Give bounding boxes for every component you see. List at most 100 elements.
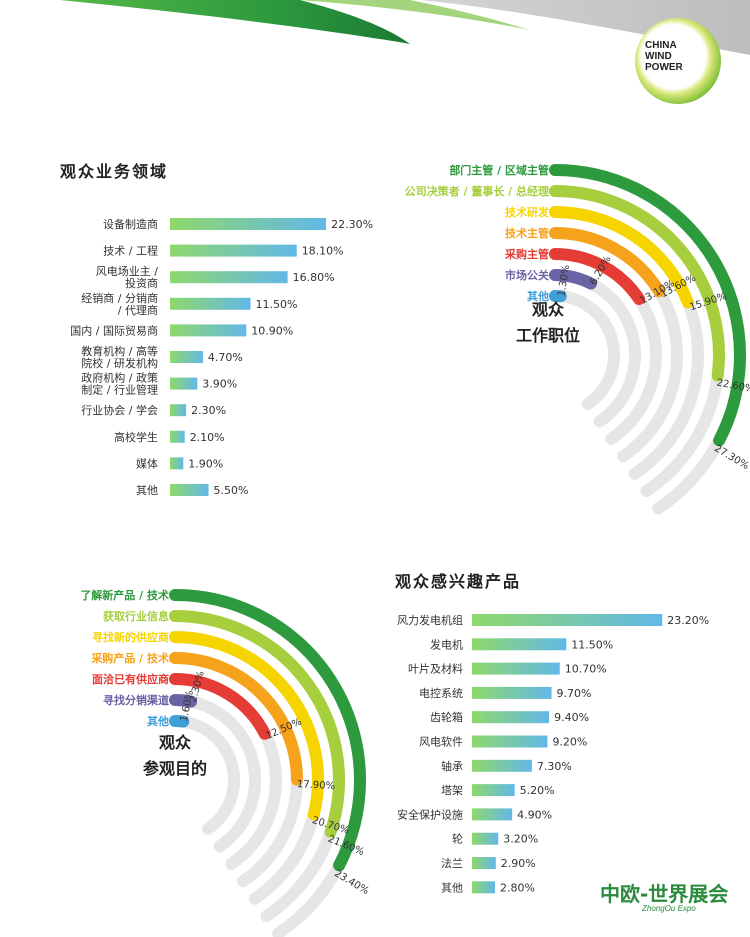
bar [472, 638, 567, 651]
business-field-title: 观众业务领域 [60, 162, 169, 181]
bar-category-label: 齿轮箱 [430, 710, 463, 724]
bar-category-label: 其他 [441, 881, 463, 894]
bar-value-label: 23.20% [667, 614, 709, 627]
zhongou-expo-logo-sub: ZhongOu Expo [642, 904, 696, 913]
ring-bar [549, 269, 597, 290]
ring-bar [549, 185, 725, 382]
bar-value-label: 5.50% [214, 484, 249, 497]
ring-center-title: 参观目的 [143, 759, 207, 778]
bar-category-label: 电控系统 [419, 686, 463, 700]
light-green-swoosh [300, 0, 530, 30]
bar-value-label: 2.80% [500, 881, 535, 894]
ring-center-title: 观众 [532, 300, 565, 319]
bar-value-label: 1.90% [188, 457, 223, 470]
bar-category-label: 安全保护设施 [397, 807, 463, 821]
ring-track [169, 694, 261, 853]
product-interest-title: 观众感兴趣产品 [395, 572, 522, 591]
bar-category-label: 投资商 [125, 276, 158, 290]
ring-category-label: 其他 [527, 289, 549, 303]
bar [472, 686, 552, 699]
bar-value-label: 9.20% [552, 736, 587, 749]
bar-category-label: 政府机构 / 政策 [81, 371, 158, 385]
bar-value-label: 5.20% [520, 784, 555, 797]
ring-bar [169, 652, 303, 786]
ring-bar [549, 248, 646, 306]
bar [170, 377, 198, 390]
bar-category-label: 行业协会 / 学会 [81, 403, 158, 417]
bar [472, 662, 560, 675]
bar-category-label: 法兰 [441, 856, 463, 870]
bar-category-label: 国内 / 国际贸易商 [70, 323, 158, 337]
bar-category-label: 风力发电机组 [397, 613, 463, 627]
bar-category-label: 发电机 [430, 637, 463, 651]
bar [472, 711, 550, 724]
bar-category-label: 经销商 / 分销商 [81, 291, 158, 305]
bar-category-label: 媒体 [136, 456, 158, 470]
bar-value-label: 10.90% [251, 324, 293, 337]
bar-value-label: 2.10% [190, 431, 225, 444]
bar-category-label: 其他 [136, 484, 158, 497]
ring-track [549, 290, 620, 410]
bar-category-label: 教育机构 / 高等 [81, 344, 158, 358]
bar [170, 457, 184, 470]
bar [170, 324, 247, 337]
product-interest-chart: 风力发电机组 23.20% 发电机 11.50% 叶片及材料 10.70% 电控系统 9.70… [397, 613, 709, 894]
bar [472, 759, 532, 772]
bar-value-label: 11.50% [256, 298, 298, 311]
ring-value-label: 1.30% [556, 264, 572, 297]
ring-bar [549, 164, 746, 447]
bar-value-label: 7.30% [537, 760, 572, 773]
ring-category-label: 其他 [147, 714, 169, 728]
bar [170, 430, 185, 443]
business-field-chart: 设备制造商 22.30% 技术 / 工程 18.10% 风电场业主 /投资商 16.80%… [70, 217, 373, 497]
grey-swoosh [0, 0, 750, 55]
ring-bar [549, 206, 694, 309]
bar-category-label: 轴承 [441, 759, 463, 773]
zhongou-expo-logo: 中欧-世界展会 ZhongOu Expo [600, 872, 740, 924]
ring-value-label: 17.90% [297, 779, 336, 792]
bar-category-label: 风电软件 [419, 735, 463, 749]
ring-center-title: 观众 [159, 733, 192, 752]
bar-category-label: 风电场业主 / [96, 264, 158, 278]
ring-category-label: 寻找分销渠道 [103, 693, 169, 707]
bar-value-label: 16.80% [293, 271, 335, 284]
ring-bar [169, 631, 324, 821]
bar-value-label: 10.70% [565, 663, 607, 676]
ring-center-title: 工作职位 [516, 326, 580, 345]
green-swoosh [60, 0, 410, 44]
ring-category-label: 了解新产品 / 技术 [80, 588, 169, 602]
ring-category-label: 寻找新的供应商 [92, 630, 169, 644]
ring-category-label: 部门主管 / 区域主管 [449, 163, 549, 177]
ring-bar [169, 589, 366, 872]
ring-category-label: 采购主管 [504, 247, 549, 261]
bar [170, 404, 187, 417]
ring-bar [549, 227, 666, 298]
bar [170, 271, 288, 284]
ring-category-label: 技术主管 [505, 226, 549, 240]
bar-value-label: 2.90% [501, 857, 536, 870]
ring-bar [169, 610, 345, 838]
bar [170, 484, 209, 496]
bar [472, 808, 513, 821]
bar [472, 857, 496, 869]
ring-category-label: 市场公关 [505, 268, 549, 282]
bar-category-label: 技术 / 工程 [103, 245, 158, 258]
ring-bar [169, 694, 198, 708]
ring-category-label: 获取行业信息 [103, 609, 169, 623]
bar [170, 244, 297, 257]
bar-category-label: 叶片及材料 [408, 662, 463, 676]
ring-value-label: 27.30% [712, 443, 750, 472]
bar-category-label: 院校 / 研发机构 [81, 356, 158, 370]
bar-category-label: / 代理商 [118, 303, 158, 317]
bar-value-label: 18.10% [302, 245, 344, 258]
bar-value-label: 11.50% [571, 638, 613, 651]
bar-value-label: 22.30% [331, 218, 373, 231]
china-wind-power-logo-text: CHINA WIND POWER [645, 40, 683, 73]
ring-category-label: 公司决策者 / 董事长 / 总经理 [405, 184, 549, 198]
bar [472, 881, 495, 894]
bar-value-label: 9.40% [554, 711, 589, 724]
bar-category-label: 轮 [452, 832, 463, 846]
bar-category-label: 高校学生 [114, 430, 158, 444]
